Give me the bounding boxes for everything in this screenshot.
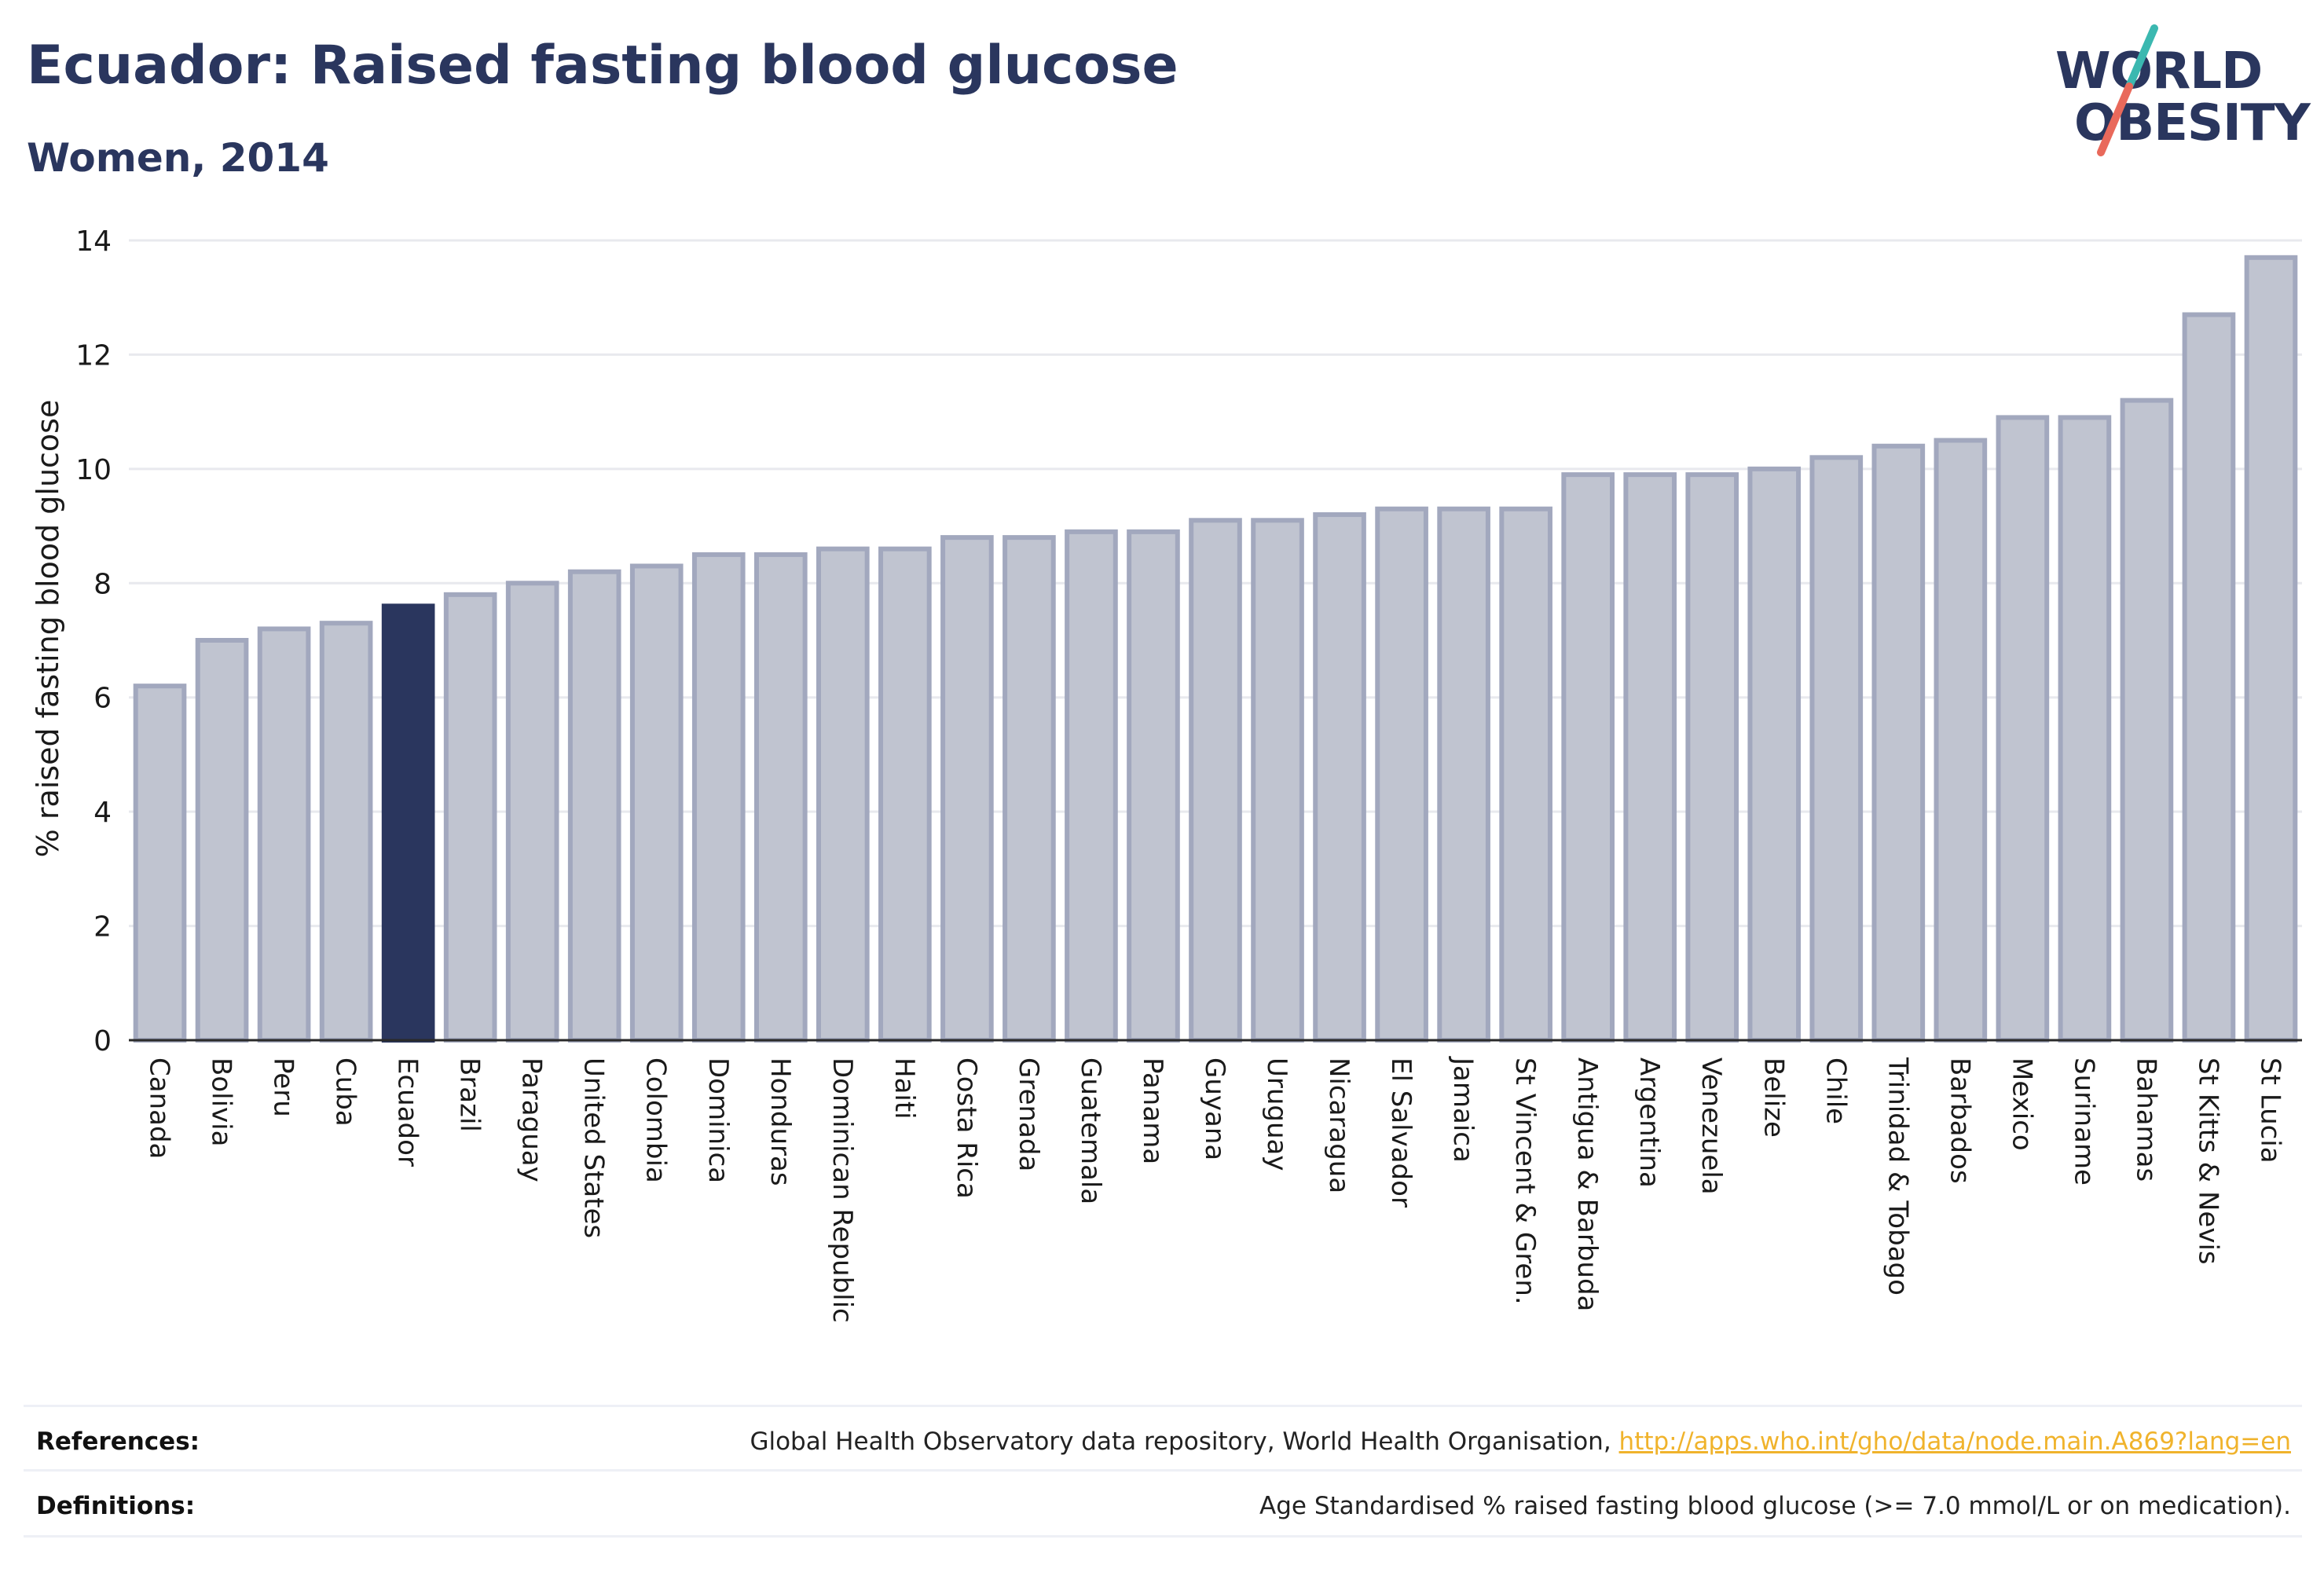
bar-jamaica[interactable]	[1437, 506, 1490, 1043]
x-tick-label: Uruguay	[1261, 1057, 1292, 1171]
x-tick-label: Dominican Republic	[827, 1057, 858, 1323]
x-tick-label: Nicaragua	[1323, 1057, 1354, 1193]
x-tick-label: Argentina	[1633, 1057, 1665, 1188]
world-obesity-logo[interactable]: WORLD OBESITY	[2043, 24, 2311, 165]
x-tick-label: Honduras	[764, 1057, 796, 1186]
x-tick-label: Trinidad & Tobago	[1882, 1057, 1913, 1296]
bar-ecuador[interactable]	[381, 603, 435, 1043]
x-tick-label: Venezuela	[1695, 1057, 1727, 1195]
x-tick-label: Cuba	[330, 1057, 361, 1127]
bar-honduras[interactable]	[753, 552, 808, 1043]
bar-mexico[interactable]	[1996, 415, 2050, 1043]
x-tick-label: Ecuador	[392, 1057, 423, 1167]
bar-chile[interactable]	[1809, 455, 1864, 1043]
x-tick-label: Guatemala	[1075, 1057, 1106, 1204]
bar-guyana[interactable]	[1189, 518, 1242, 1043]
x-tick-label: Guyana	[1199, 1057, 1230, 1160]
bar-st-vincent-gren-[interactable]	[1499, 506, 1552, 1043]
references-label: References:	[36, 1428, 200, 1456]
y-tick-label: 10	[75, 454, 112, 486]
bar-chart: 0 2 4 6 8 10 12 14 Canada Bolivia Peru Cuba Ecuador…	[31, 225, 2302, 1323]
references-link[interactable]: http://apps.who.int/gho/data/node.main.A…	[1618, 1428, 2291, 1456]
bar-cuba[interactable]	[319, 621, 373, 1043]
y-tick-label: 6	[93, 683, 112, 715]
bar-nicaragua[interactable]	[1313, 512, 1366, 1043]
footer-divider	[24, 1535, 2302, 1538]
bar-peru[interactable]	[257, 626, 311, 1043]
bar-bolivia[interactable]	[195, 638, 249, 1043]
bar-trinidad-tobago[interactable]	[1871, 443, 1926, 1043]
y-tick-labels: 0 2 4 6 8 10 12 14	[75, 225, 112, 1057]
bar-dominica[interactable]	[691, 552, 746, 1043]
x-tick-label: Canada	[144, 1057, 175, 1159]
bar-argentina[interactable]	[1623, 472, 1677, 1043]
x-tick-label: Brazil	[454, 1057, 486, 1132]
bar-guatemala[interactable]	[1065, 529, 1118, 1043]
bar-belize[interactable]	[1747, 466, 1802, 1043]
x-tick-label: Suriname	[2068, 1057, 2099, 1186]
definitions-row: Definitions: Age Standardised % raised f…	[24, 1469, 2302, 1536]
chart-subtitle: Women, 2014	[27, 135, 329, 181]
bar-haiti[interactable]	[878, 546, 932, 1043]
references-text: Global Health Observatory data repositor…	[750, 1428, 1619, 1456]
bar-dominican-republic[interactable]	[816, 546, 870, 1043]
chart-title: Ecuador: Raised fasting blood glucose	[27, 35, 1178, 97]
x-tick-label: Haiti	[889, 1057, 920, 1120]
x-tick-label: Chile	[1820, 1057, 1851, 1124]
logo-slash-icon	[2097, 24, 2158, 156]
bar-brazil[interactable]	[443, 592, 497, 1043]
x-tick-labels: Canada Bolivia Peru Cuba Ecuador Brazil Paragu…	[144, 1056, 2286, 1323]
logo-line-1: WORLD	[2055, 42, 2263, 101]
y-tick-label: 2	[93, 911, 112, 944]
y-tick-label: 14	[75, 225, 112, 258]
bars	[133, 255, 2298, 1043]
bar-suriname[interactable]	[2058, 415, 2112, 1043]
bar-costa-rica[interactable]	[940, 535, 994, 1043]
x-tick-label: Bahamas	[2130, 1057, 2161, 1182]
x-tick-label: Peru	[268, 1057, 299, 1117]
bar-st-lucia[interactable]	[2244, 255, 2298, 1043]
bar-colombia[interactable]	[629, 563, 684, 1043]
bar-el-salvador[interactable]	[1375, 506, 1428, 1043]
x-tick-label: Bolivia	[206, 1057, 237, 1146]
references-value: Global Health Observatory data repositor…	[750, 1428, 2291, 1456]
bar-canada[interactable]	[133, 684, 187, 1043]
x-tick-label: El Salvador	[1385, 1057, 1417, 1208]
bar-grenada[interactable]	[1003, 535, 1056, 1043]
x-tick-label: Grenada	[1013, 1057, 1044, 1171]
bar-barbados[interactable]	[1934, 438, 1988, 1043]
x-tick-label: Costa Rica	[951, 1057, 982, 1199]
bar-bahamas[interactable]	[2120, 398, 2174, 1043]
bar-panama[interactable]	[1127, 529, 1180, 1043]
x-tick-label: Belize	[1758, 1057, 1789, 1138]
bar-venezuela[interactable]	[1685, 472, 1739, 1043]
bar-antigua-barbuda[interactable]	[1561, 472, 1615, 1043]
x-tick-label: Barbados	[1944, 1057, 1975, 1184]
definitions-text: Age Standardised % raised fasting blood …	[1259, 1492, 2291, 1520]
x-tick-label: Mexico	[2006, 1057, 2037, 1151]
bar-st-kitts-nevis[interactable]	[2182, 312, 2236, 1043]
x-tick-label: Panama	[1137, 1057, 1168, 1164]
x-tick-label: Colombia	[640, 1057, 672, 1183]
y-tick-label: 8	[93, 568, 112, 600]
x-tick-label: St Kitts & Nevis	[2192, 1057, 2223, 1265]
bar-uruguay[interactable]	[1251, 518, 1304, 1043]
y-tick-label: 12	[75, 339, 112, 372]
x-tick-label: St Lucia	[2254, 1057, 2286, 1164]
x-tick-label: Jamaica	[1447, 1056, 1479, 1163]
y-axis-label: % raised fasting blood glucose	[31, 400, 65, 858]
x-tick-label: United States	[578, 1057, 610, 1238]
definitions-label: Definitions:	[36, 1492, 196, 1520]
x-tick-label: St Vincent & Gren.	[1509, 1057, 1541, 1305]
x-tick-label: Dominica	[702, 1057, 734, 1183]
bar-paraguay[interactable]	[505, 581, 559, 1043]
x-tick-label: Paraguay	[516, 1057, 548, 1182]
bar-united-states[interactable]	[567, 569, 621, 1043]
y-tick-label: 0	[93, 1025, 112, 1057]
y-tick-label: 4	[93, 797, 112, 829]
x-tick-label: Antigua & Barbuda	[1571, 1057, 1603, 1311]
references-row: References: Global Health Observatory da…	[24, 1405, 2302, 1472]
